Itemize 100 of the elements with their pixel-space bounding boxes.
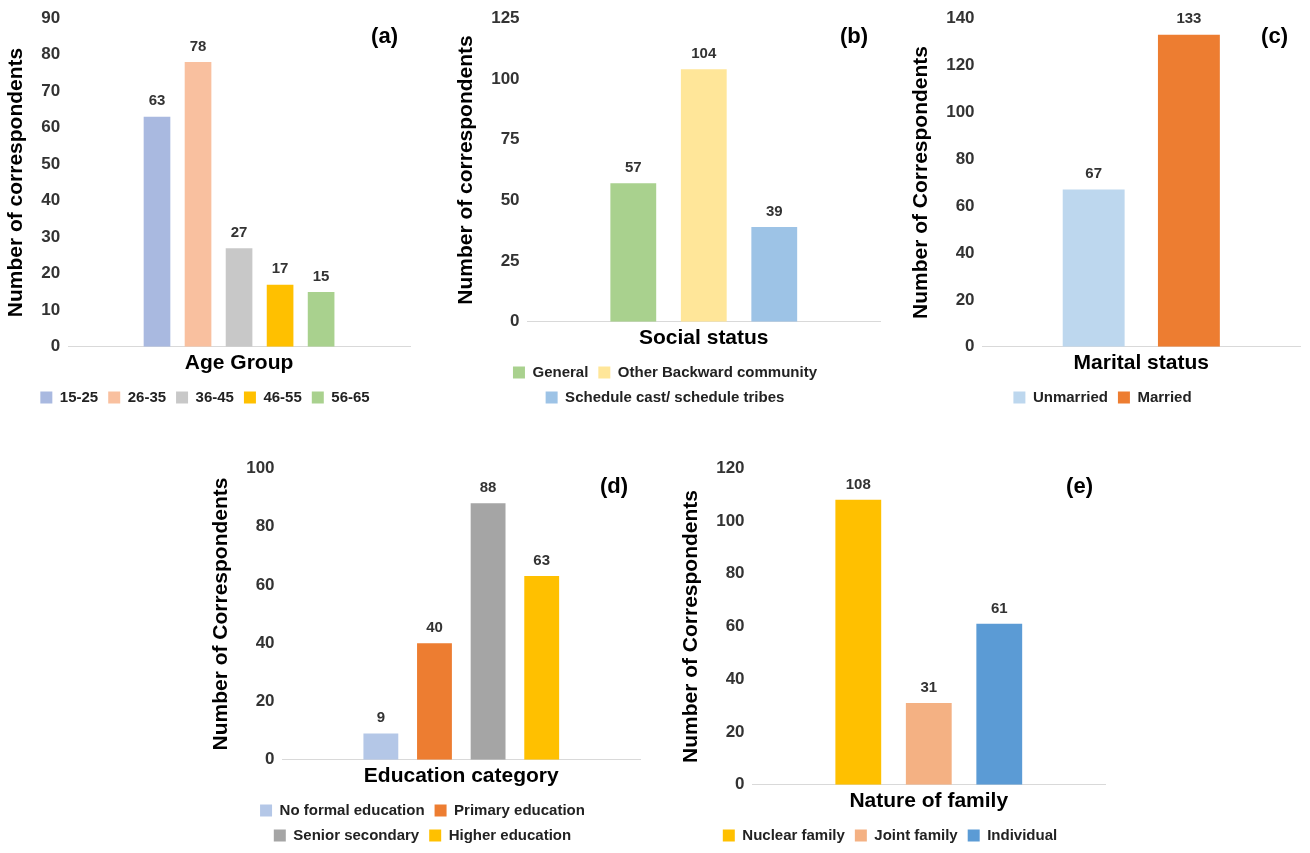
y-tick-label: 50 xyxy=(41,153,61,173)
y-tick-label: 20 xyxy=(955,289,975,309)
legend-label: No formal education xyxy=(279,800,425,818)
data-label: 67 xyxy=(1085,164,1103,182)
y-tick-label: 80 xyxy=(725,563,745,583)
y-tick-label: 20 xyxy=(255,691,275,711)
y-tick-label: 80 xyxy=(41,44,61,64)
y-tick-label: 40 xyxy=(955,242,975,262)
y-tick-label: 20 xyxy=(41,263,61,283)
y-tick-label: 0 xyxy=(265,749,275,769)
y-axis-title: Number of Correspondents xyxy=(678,489,702,764)
y-axis-title: Number of Correspondents xyxy=(908,45,932,320)
legend-label: 15-25 xyxy=(59,387,99,405)
data-label: 31 xyxy=(920,677,938,695)
y-tick-label: 0 xyxy=(735,774,745,794)
bar xyxy=(976,623,1023,785)
data-label: 39 xyxy=(765,201,783,219)
legend-label: Higher education xyxy=(448,825,572,843)
y-tick-label: 40 xyxy=(255,632,275,652)
data-label: 88 xyxy=(479,477,497,495)
y-tick-label: 50 xyxy=(500,190,520,210)
annotation: (a) xyxy=(371,23,398,49)
y-tick-label: 75 xyxy=(500,129,520,149)
y-tick-label: 60 xyxy=(955,195,975,215)
bar xyxy=(225,248,253,347)
data-label: 133 xyxy=(1176,9,1202,27)
legend-label: Schedule cast/ schedule tribes xyxy=(565,387,785,405)
bar xyxy=(417,643,452,760)
data-label: 17 xyxy=(271,259,289,277)
y-tick-label: 100 xyxy=(716,510,745,530)
legend-label: Joint family xyxy=(874,825,959,843)
y-tick-label: 0 xyxy=(965,336,975,356)
data-label: 15 xyxy=(312,266,330,284)
y-tick-label: 100 xyxy=(946,101,975,121)
bar xyxy=(751,227,798,322)
bar xyxy=(266,284,294,347)
y-tick-label: 40 xyxy=(41,190,61,210)
y-tick-label: 100 xyxy=(491,68,520,88)
data-label: 27 xyxy=(230,222,248,240)
y-tick-label: 60 xyxy=(255,574,275,594)
y-tick-label: 20 xyxy=(725,721,745,741)
bar xyxy=(835,499,882,785)
legend-label: General xyxy=(532,362,589,380)
y-tick-label: 100 xyxy=(246,457,275,477)
y-axis-title: Number of correspondents xyxy=(3,47,27,318)
data-label: 9 xyxy=(376,708,386,726)
y-tick-label: 120 xyxy=(716,457,745,477)
bar xyxy=(143,116,171,347)
annotation: (b) xyxy=(839,23,868,49)
legend-label: 46-55 xyxy=(263,387,302,405)
data-label: 108 xyxy=(845,474,871,492)
x-axis-title: Nature of family xyxy=(849,788,1009,812)
bar xyxy=(610,183,657,322)
bar xyxy=(470,503,506,760)
legend-label: Individual xyxy=(987,825,1058,843)
y-tick-label: 90 xyxy=(41,7,61,27)
bar xyxy=(680,69,727,322)
data-label: 63 xyxy=(533,550,551,568)
y-tick-label: 80 xyxy=(955,148,975,168)
x-axis-title: Education category xyxy=(363,763,560,787)
y-axis-title: Number of correspondents xyxy=(453,35,477,305)
legend-label: 26-35 xyxy=(127,387,167,405)
bar xyxy=(524,576,560,760)
data-label: 104 xyxy=(691,43,717,61)
annotation: (e) xyxy=(1066,473,1093,499)
data-label: 61 xyxy=(990,598,1008,616)
y-tick-label: 60 xyxy=(41,117,61,137)
bar xyxy=(363,733,399,760)
annotation: (d) xyxy=(599,473,628,499)
x-axis-title: Marital status xyxy=(1073,350,1209,374)
annotation: (c) xyxy=(1261,23,1288,49)
x-axis-title: Social status xyxy=(639,325,769,349)
bar xyxy=(307,292,335,347)
legend-label: Nuclear family xyxy=(742,825,846,843)
legend-label: Married xyxy=(1137,387,1192,405)
data-label: 63 xyxy=(148,91,166,109)
y-tick-label: 70 xyxy=(41,80,61,100)
y-tick-label: 60 xyxy=(725,616,745,636)
y-tick-label: 80 xyxy=(255,516,275,536)
data-label: 57 xyxy=(624,158,642,175)
y-tick-label: 10 xyxy=(41,299,61,319)
y-tick-label: 40 xyxy=(725,668,745,688)
bar xyxy=(905,703,952,785)
data-label: 40 xyxy=(426,617,443,635)
y-tick-label: 125 xyxy=(491,7,520,27)
legend-label: Primary education xyxy=(454,800,585,818)
y-tick-label: 140 xyxy=(946,7,975,27)
legend-label: Unmarried xyxy=(1032,387,1108,405)
y-tick-label: 0 xyxy=(510,311,520,331)
y-tick-label: 25 xyxy=(500,250,520,270)
legend-label: Senior secondary xyxy=(293,825,420,843)
x-axis-title: Age Group xyxy=(184,350,294,374)
data-label: 78 xyxy=(189,36,207,54)
bar xyxy=(184,62,212,347)
y-tick-label: 30 xyxy=(41,226,61,246)
y-axis-title: Number of Correspondents xyxy=(208,477,232,751)
y-tick-label: 120 xyxy=(946,54,975,74)
legend-label: Other Backward community xyxy=(617,362,818,380)
legend-label: 36-45 xyxy=(195,387,234,405)
legend-label: 56-65 xyxy=(331,387,370,405)
